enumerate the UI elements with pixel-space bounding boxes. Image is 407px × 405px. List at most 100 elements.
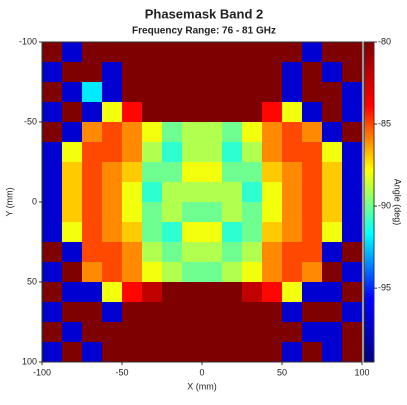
heatmap-cell <box>302 102 323 123</box>
heatmap-cell <box>42 162 63 183</box>
heatmap-cell <box>122 122 143 143</box>
heatmap-cell <box>262 182 283 203</box>
heatmap-cell <box>342 242 363 263</box>
heatmap-cell <box>62 122 83 143</box>
heatmap-cell <box>202 322 223 343</box>
heatmap-cell <box>242 282 263 303</box>
x-axis-label: X (mm) <box>187 381 217 391</box>
heatmap-cell <box>322 222 343 243</box>
heatmap-cell <box>322 82 343 103</box>
heatmap-cell <box>162 302 183 323</box>
heatmap-cell <box>122 102 143 123</box>
heatmap-cell <box>242 162 263 183</box>
heatmap-cell <box>182 302 203 323</box>
heatmap-cell <box>242 102 263 123</box>
heatmap-cell <box>282 282 303 303</box>
heatmap-cell <box>182 222 203 243</box>
heatmap-cell <box>102 102 123 123</box>
heatmap-cell <box>182 82 203 103</box>
heatmap-cell <box>262 322 283 343</box>
heatmap-cell <box>82 222 103 243</box>
heatmap-cell <box>342 182 363 203</box>
heatmap-cell <box>82 102 103 123</box>
heatmap-cell <box>322 102 343 123</box>
heatmap-cell <box>342 102 363 123</box>
colorbar <box>363 41 375 363</box>
colorbar-tick-label: -85 <box>378 118 391 128</box>
heatmap-cell <box>62 162 83 183</box>
heatmap-cell <box>302 62 323 83</box>
heatmap-cell <box>162 202 183 223</box>
heatmap-cell <box>42 202 63 223</box>
heatmap-cell <box>202 142 223 163</box>
heatmap-cell <box>342 162 363 183</box>
y-tick-label: -100 <box>19 36 37 46</box>
heatmap-cell <box>202 302 223 323</box>
heatmap-cell <box>282 302 303 323</box>
heatmap-cell <box>182 42 203 63</box>
heatmap-cell <box>82 322 103 343</box>
heatmap-cell <box>302 182 323 203</box>
heatmap-cell <box>142 122 163 143</box>
heatmap-cell <box>302 202 323 223</box>
heatmap-cell <box>202 342 223 363</box>
heatmap-cell <box>242 222 263 243</box>
heatmap-cell <box>242 202 263 223</box>
heatmap-cell <box>122 222 143 243</box>
heatmap-cell <box>302 302 323 323</box>
heatmap-cell <box>142 202 163 223</box>
heatmap-cell <box>82 42 103 63</box>
heatmap-cell <box>262 342 283 363</box>
heatmap-cell <box>102 262 123 283</box>
heatmap-cell <box>342 222 363 243</box>
x-tick-label: 100 <box>354 367 369 377</box>
heatmap-cell <box>202 122 223 143</box>
heatmap-cell <box>282 122 303 143</box>
heatmap-cell <box>342 262 363 283</box>
heatmap-cell <box>182 142 203 163</box>
heatmap-cell <box>202 262 223 283</box>
heatmap-cell <box>62 302 83 323</box>
heatmap-cell <box>222 262 243 283</box>
heatmap-cell <box>282 82 303 103</box>
heatmap-cell <box>302 322 323 343</box>
heatmap-cell <box>102 162 123 183</box>
heatmap-cell <box>282 162 303 183</box>
heatmap-cell <box>242 62 263 83</box>
heatmap-cell <box>222 162 243 183</box>
heatmap-cell <box>102 82 123 103</box>
heatmap-cell <box>62 262 83 283</box>
colorbar-tick-label: -80 <box>378 36 391 46</box>
heatmap-cell <box>182 202 203 223</box>
heatmap-cell <box>122 62 143 83</box>
heatmap-cell <box>62 42 83 63</box>
heatmap-cell <box>282 242 303 263</box>
heatmap-cell <box>142 102 163 123</box>
heatmap-cell <box>182 162 203 183</box>
heatmap-cell <box>322 322 343 343</box>
heatmap-cell <box>242 82 263 103</box>
heatmap-cell <box>82 162 103 183</box>
heatmap-cell <box>202 162 223 183</box>
heatmap-cell <box>42 102 63 123</box>
heatmap-cell <box>322 282 343 303</box>
heatmap-cell <box>162 82 183 103</box>
heatmap-cell <box>302 282 323 303</box>
heatmap-cell <box>322 62 343 83</box>
heatmap-cell <box>62 62 83 83</box>
heatmap-cell <box>122 162 143 183</box>
heatmap-cell <box>222 182 243 203</box>
heatmap-cell <box>142 242 163 263</box>
heatmap-cell <box>202 222 223 243</box>
heatmap-cell <box>82 182 103 203</box>
heatmap-cell <box>62 282 83 303</box>
heatmap-cell <box>282 202 303 223</box>
heatmap-cell <box>42 122 63 143</box>
heatmap-cell <box>42 222 63 243</box>
heatmap-cell <box>122 82 143 103</box>
heatmap-cell <box>262 62 283 83</box>
heatmap-cell <box>182 242 203 263</box>
heatmap-cell <box>202 242 223 263</box>
heatmap-cell <box>102 242 123 263</box>
